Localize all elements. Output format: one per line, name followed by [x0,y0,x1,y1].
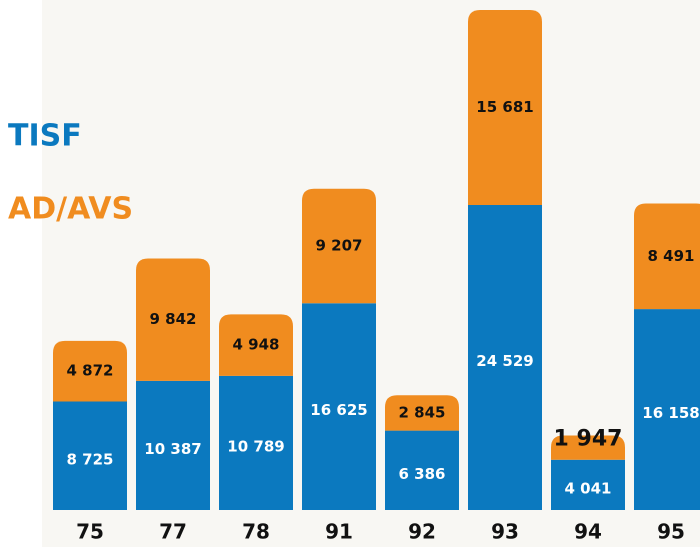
value-label: 15 681 [476,98,533,116]
x-tick-label: 78 [242,520,270,544]
x-tick-label: 93 [491,520,519,544]
bar-segment [53,401,127,510]
value-label: 8 725 [67,450,114,468]
bar-segment [551,459,625,510]
x-tick-label: 75 [76,520,104,544]
value-label: 10 789 [227,437,284,455]
x-tick-label: 91 [325,520,353,544]
bar-segment [634,309,700,510]
value-label: 16 625 [310,401,367,419]
value-label: 6 386 [399,465,446,483]
bar-segment [302,188,376,304]
bar-segment [136,380,210,510]
x-tick-label: 92 [408,520,436,544]
bar-segment [53,340,127,402]
value-label: 8 491 [648,247,695,265]
bar-segment [136,258,210,381]
left-strip [0,0,42,547]
bar-segment [468,204,542,510]
legend-entry: AD/AVS [8,192,133,227]
value-label: 4 948 [233,336,280,354]
bar-segment [468,10,542,205]
bar-segment [385,395,459,431]
value-label: 24 529 [476,352,533,370]
bar-segment [385,430,459,510]
value-label: 9 842 [150,310,197,328]
value-label: 2 845 [399,403,446,421]
x-tick-label: 77 [159,520,187,544]
bar-segment [219,314,293,376]
bar-segment [634,203,700,310]
bar-segment [219,375,293,510]
legend-entry: TISF [8,119,82,154]
value-label: 10 387 [144,440,201,458]
x-tick-label: 95 [657,520,685,544]
bar-segment [551,435,625,460]
value-label: 9 207 [316,237,363,255]
value-label: 4 041 [565,479,612,497]
x-tick-label: 94 [574,520,602,544]
bar-segment [302,303,376,510]
value-label: 16 158 [642,404,699,422]
value-label: 1 947 [554,427,623,452]
value-label: 4 872 [67,362,114,380]
